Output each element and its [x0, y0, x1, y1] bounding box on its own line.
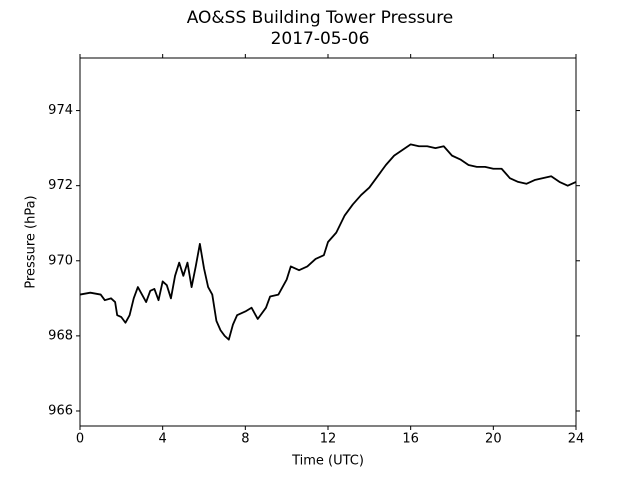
- chart-subtitle: 2017-05-06: [271, 29, 370, 49]
- x-tick-label: 0: [76, 432, 84, 447]
- x-tick-label: 24: [568, 432, 585, 447]
- x-tick-label: 8: [241, 432, 249, 447]
- y-tick-label: 966: [48, 403, 73, 418]
- data-line: [79, 143, 577, 341]
- x-tick-label: 4: [159, 432, 167, 447]
- y-axis-label: Pressure (hPa): [24, 195, 39, 288]
- y-tick-label: 974: [48, 103, 73, 118]
- x-tick-label: 20: [485, 432, 502, 447]
- plot-frame: [79, 57, 577, 427]
- x-axis-label: Time (UTC): [291, 454, 364, 469]
- chart-title: AO&SS Building Tower Pressure: [187, 8, 454, 28]
- y-tick-label: 968: [48, 328, 73, 343]
- y-tick-label: 970: [48, 253, 73, 268]
- x-tick-label: 12: [320, 432, 337, 447]
- x-tick-label: 16: [402, 432, 419, 447]
- y-tick-label: 972: [48, 178, 73, 193]
